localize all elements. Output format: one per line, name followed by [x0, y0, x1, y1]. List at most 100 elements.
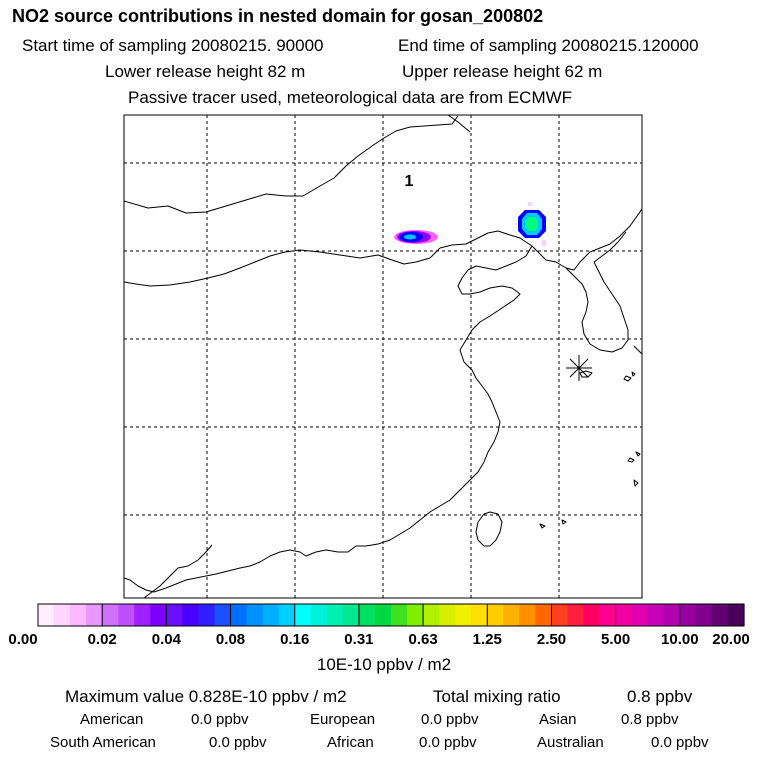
korea-border [593, 231, 627, 263]
region-name-asian: Asian [539, 711, 577, 728]
bohai-coast [124, 245, 533, 593]
plume-east-trace [542, 240, 546, 246]
total-mixing-value: 0.8 ppbv [627, 687, 693, 706]
upper-release-height: Upper release height 62 m [402, 62, 603, 81]
maximum-value: Maximum value 0.828E-10 ppbv / m2 [65, 687, 347, 706]
region-name-australian: Australian [537, 734, 604, 751]
region-value-australian: 0.0 ppbv [651, 734, 709, 751]
plume-layer [394, 202, 546, 246]
colorbar-swatch [695, 604, 713, 626]
korea-coast [565, 261, 629, 353]
colorbar-swatch [711, 604, 729, 626]
jeju-island [579, 370, 593, 378]
region-value-south-american: 0.0 ppbv [209, 734, 267, 751]
plume-west-center [404, 234, 416, 240]
china-coast [439, 208, 642, 271]
offshore-islet [623, 375, 632, 382]
release-point-label: 1 [405, 173, 414, 190]
colorbar-swatch [246, 604, 264, 626]
colorbar-swatch [599, 604, 617, 626]
colorbar-tick-label: 10.00 [661, 631, 699, 648]
colorbar-swatch [70, 604, 87, 626]
colorbar-swatch [118, 604, 135, 626]
colorbar-swatch [326, 604, 344, 626]
colorbar-swatch [294, 604, 312, 626]
colorbar-swatch [38, 604, 55, 626]
colorbar-tick-label: 0.04 [151, 631, 181, 648]
colorbar-swatch [407, 604, 424, 626]
colorbar-swatch [631, 604, 649, 626]
colorbar-units: 10E-10 ppbv / m2 [316, 655, 452, 674]
map-title: NO2 source contributions in nested domai… [12, 6, 544, 26]
plume-east-core [526, 217, 538, 231]
colorbar-swatch [551, 604, 569, 626]
region-value-asian: 0.8 ppbv [621, 711, 679, 728]
offshore-islet [627, 457, 635, 463]
region-name-american: American [80, 711, 144, 728]
colorbar-swatch [423, 604, 440, 626]
colorbar-swatch [583, 604, 601, 626]
manchuria-border [447, 115, 471, 133]
inner-mongolia-border [124, 247, 441, 287]
colorbar-swatch [214, 604, 232, 626]
plume-west [394, 230, 438, 244]
lower-release-height: Lower release height 82 m [105, 62, 306, 81]
offshore-islet [561, 519, 567, 525]
region-name-south-american: South American [50, 734, 156, 751]
colorbar-swatch [615, 604, 633, 626]
colorbar-swatch [230, 604, 248, 626]
colorbar-swatch [519, 604, 537, 626]
colorbar-swatch [439, 604, 456, 626]
region-value-european: 0.0 ppbv [421, 711, 479, 728]
colorbar-swatch [182, 604, 200, 626]
offshore-islet [635, 451, 641, 457]
colorbar-tick-label: 5.00 [601, 631, 631, 648]
asterisk-icon [566, 355, 592, 381]
colorbar-swatch [374, 604, 392, 626]
offshore-islet [633, 479, 639, 487]
colorbar-swatch [487, 604, 504, 626]
colorbar-swatch [503, 604, 520, 626]
end-time: End time of sampling 20080215.120000 [398, 36, 699, 55]
coastlines [124, 115, 642, 598]
colorbar-swatch [391, 604, 408, 626]
colorbar-swatch [150, 604, 167, 626]
colorbar-tick-label: 0.63 [408, 631, 438, 648]
colorbar-swatch [198, 604, 216, 626]
colorbar-tick-label: 0.00 [8, 631, 38, 648]
offshore-islet [539, 523, 546, 529]
colorbar-tick-label: 20.00 [712, 631, 750, 648]
offshore-islet [631, 371, 636, 377]
region-name-european: European [310, 711, 376, 728]
colorbar-tick-label: 0.31 [344, 631, 374, 648]
colorbar-swatch [679, 604, 697, 626]
colorbar-swatch [471, 604, 488, 626]
colorbar-swatch [535, 604, 553, 626]
colorbar-tick-label: 0.02 [87, 631, 117, 648]
colorbar-swatch [102, 604, 119, 626]
colorbar-swatch [358, 604, 376, 626]
start-time: Start time of sampling 20080215. 90000 [22, 36, 324, 55]
colorbar-swatch [134, 604, 151, 626]
colorbar-swatch [647, 604, 665, 626]
lat-lon-grid [124, 115, 642, 598]
colorbar-swatch [310, 604, 328, 626]
colorbar-frame [37, 603, 745, 627]
colorbar-tick-label: 2.50 [536, 631, 567, 648]
colorbar-swatch [262, 604, 280, 626]
colorbar-swatch [455, 604, 472, 626]
colorbar-swatch [86, 604, 103, 626]
colorbar-tick-label: 1.25 [472, 631, 502, 648]
tracer-note: Passive tracer used, meteorological data… [128, 88, 573, 107]
plume-east [518, 202, 546, 246]
colorbar-swatch [663, 604, 681, 626]
colorbar-swatch [567, 604, 585, 626]
colorbar-tick-label: 0.16 [280, 631, 310, 648]
colorbar [37, 603, 745, 627]
colorbar-swatch [342, 604, 360, 626]
mongolia-border [124, 115, 459, 214]
plume-east-trace [528, 202, 532, 206]
japan-coast [633, 345, 642, 355]
province-border [143, 544, 213, 598]
